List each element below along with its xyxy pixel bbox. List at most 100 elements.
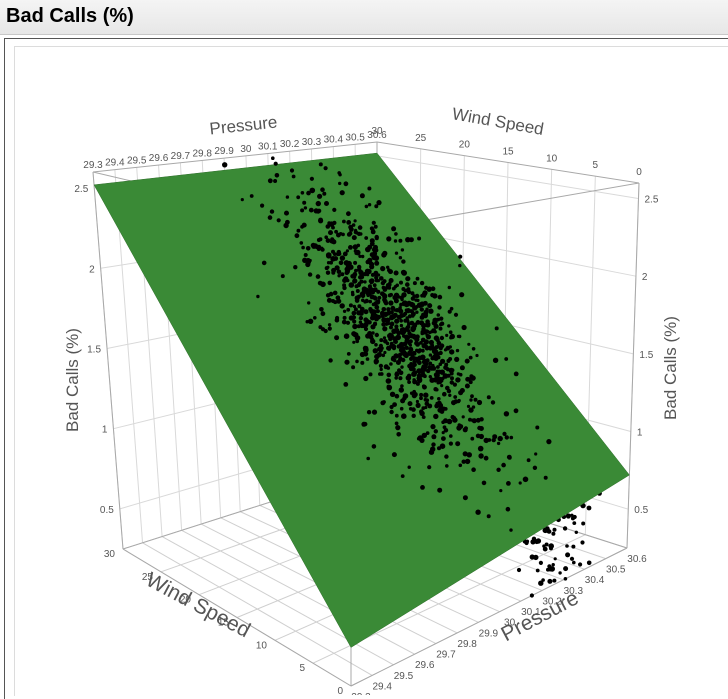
data-point	[410, 302, 416, 308]
data-point	[307, 301, 311, 305]
data-point	[342, 309, 347, 313]
data-point	[428, 353, 433, 357]
axis-title-pressure-bottom: Pressure	[497, 586, 582, 646]
data-point	[354, 228, 358, 232]
data-point	[331, 225, 335, 230]
data-point	[436, 313, 441, 317]
data-point	[394, 251, 399, 255]
data-point	[382, 299, 388, 304]
data-point	[437, 380, 443, 385]
data-point	[421, 415, 426, 419]
data-point	[396, 432, 402, 437]
data-point	[507, 455, 512, 460]
x-tick-label-top: 30.3	[302, 137, 322, 148]
data-point	[361, 298, 365, 303]
data-point	[412, 378, 416, 382]
data-point	[388, 269, 393, 275]
data-point	[412, 281, 417, 286]
data-point	[364, 204, 369, 209]
data-point	[364, 236, 369, 240]
data-point	[445, 464, 449, 468]
box-edge	[92, 141, 378, 173]
data-point	[370, 272, 375, 277]
x-tick-label-top: 29.7	[171, 151, 191, 162]
data-point	[345, 249, 349, 253]
data-point	[371, 316, 375, 320]
data-point	[410, 327, 416, 333]
data-point	[430, 446, 436, 452]
y-tick-label: 20	[180, 595, 192, 606]
y-tick-label: 25	[142, 572, 154, 583]
data-point	[420, 301, 425, 306]
x-tick-label: 29.9	[479, 628, 499, 639]
data-point	[334, 229, 338, 234]
data-point	[382, 400, 386, 404]
data-point	[374, 236, 379, 241]
axis-title-pressure-top: Pressure	[209, 113, 279, 139]
y-tick-label-top: 10	[546, 153, 558, 164]
data-point	[387, 286, 392, 290]
data-point	[439, 316, 444, 321]
x-tick-label: 29.3	[351, 692, 371, 695]
x-tick-label: 30.6	[627, 554, 647, 565]
z-tick-label-left: 1	[102, 425, 108, 436]
data-point	[416, 368, 422, 374]
data-point	[301, 245, 305, 250]
x-tick-label-top: 29.6	[149, 153, 169, 164]
data-point	[308, 207, 314, 213]
data-point	[411, 311, 416, 317]
data-point	[372, 348, 378, 354]
data-point	[586, 560, 592, 566]
data-point	[400, 365, 404, 369]
data-point	[394, 421, 399, 426]
data-point	[399, 406, 404, 411]
data-point	[405, 282, 410, 287]
data-point	[368, 299, 373, 304]
x-tick-label-top: 29.3	[83, 160, 103, 171]
data-point	[363, 280, 367, 284]
data-point	[374, 260, 380, 266]
data-point	[328, 291, 334, 297]
data-point	[318, 162, 323, 167]
data-point	[389, 391, 396, 397]
data-point	[320, 327, 326, 332]
data-point	[354, 268, 358, 273]
data-point	[534, 452, 538, 456]
data-point	[405, 237, 411, 243]
data-point	[300, 224, 304, 229]
data-point	[432, 293, 438, 299]
data-point	[376, 314, 381, 320]
data-point	[332, 207, 337, 212]
data-point	[448, 330, 453, 335]
x-tick-label-top: 30	[240, 144, 252, 155]
data-point	[411, 393, 417, 399]
data-point	[547, 578, 553, 584]
data-point	[468, 355, 473, 360]
y-tick-label: 5	[299, 663, 305, 674]
z-tick-label-left: 2	[89, 264, 95, 275]
data-point	[572, 521, 577, 525]
data-point	[422, 294, 426, 298]
plot-area[interactable]	[14, 46, 728, 696]
data-point	[372, 253, 377, 258]
data-point	[407, 329, 411, 333]
data-point	[458, 263, 462, 268]
box-edge	[350, 547, 628, 687]
data-point	[435, 337, 440, 343]
data-point	[429, 308, 433, 313]
data-point	[363, 309, 369, 315]
data-point	[452, 382, 457, 387]
data-point	[465, 376, 470, 382]
data-point	[454, 356, 460, 362]
data-point	[428, 375, 432, 379]
data-point	[399, 295, 404, 300]
data-point	[415, 310, 419, 314]
data-point	[328, 230, 333, 236]
data-point	[365, 246, 371, 253]
data-point	[468, 380, 473, 385]
data-point	[565, 513, 572, 519]
data-point	[403, 311, 408, 316]
data-point	[518, 481, 522, 485]
data-point	[448, 441, 453, 446]
